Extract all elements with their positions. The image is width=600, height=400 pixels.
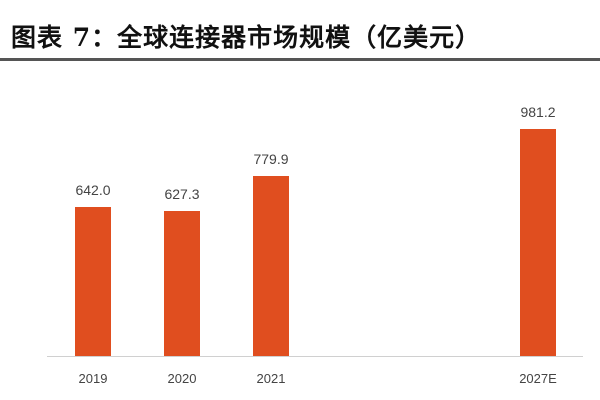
chart-title: 图表 7：全球连接器市场规模（亿美元） — [11, 23, 482, 52]
value-label-2027e: 981.2 — [520, 104, 556, 120]
value-label-2019: 642.0 — [75, 182, 111, 198]
bar-2027e — [520, 129, 556, 356]
category-label-2027e: 2027E — [519, 371, 557, 386]
value-label-2020: 627.3 — [164, 186, 200, 202]
category-label-2020: 2020 — [167, 371, 197, 386]
bar-2020 — [164, 211, 200, 356]
x-axis-line — [47, 356, 583, 357]
bar-2019 — [75, 207, 111, 356]
bar-2021 — [253, 176, 289, 356]
category-label-2021: 2021 — [256, 371, 286, 386]
category-label-2019: 2019 — [78, 371, 108, 386]
title-underline — [0, 58, 600, 61]
value-label-2021: 779.9 — [253, 151, 289, 167]
